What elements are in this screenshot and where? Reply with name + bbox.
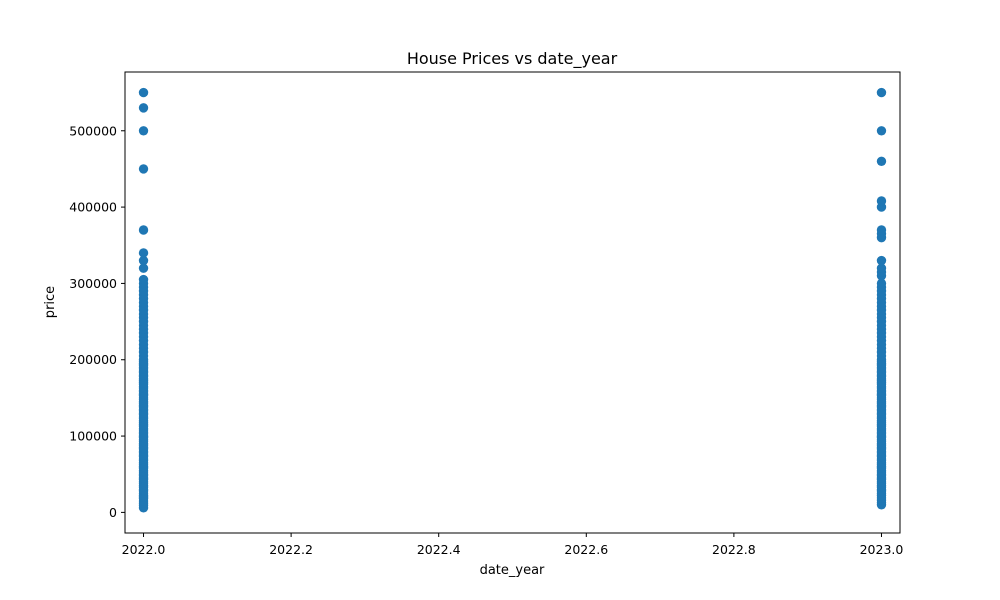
x-tick-label: 2022.0 bbox=[122, 542, 166, 557]
x-axis-ticks: 2022.0 2022.2 2022.4 2022.6 2022.8 2023.0 bbox=[122, 533, 904, 557]
y-axis-label: price bbox=[43, 286, 58, 318]
data-point bbox=[138, 255, 149, 266]
y-tick-label: 500000 bbox=[69, 123, 117, 138]
data-point bbox=[138, 225, 149, 235]
data-point bbox=[138, 248, 149, 258]
y-axis-ticks: 0 100000 200000 300000 400000 500000 bbox=[69, 123, 125, 520]
x-tick-label: 2022.6 bbox=[564, 542, 608, 557]
x-tick-label: 2022.8 bbox=[712, 542, 756, 557]
data-points bbox=[138, 87, 887, 513]
data-point bbox=[138, 103, 149, 113]
x-tick-label: 2023.0 bbox=[860, 542, 904, 557]
y-tick-label: 400000 bbox=[69, 200, 117, 215]
data-point bbox=[876, 156, 887, 166]
chart-title: House Prices vs date_year bbox=[407, 49, 618, 69]
data-point bbox=[876, 87, 887, 98]
y-tick-label: 100000 bbox=[69, 429, 117, 444]
y-tick-label: 200000 bbox=[69, 352, 117, 367]
data-point bbox=[876, 126, 887, 136]
plot-frame bbox=[124, 71, 901, 534]
data-point bbox=[138, 126, 149, 136]
data-point bbox=[138, 164, 149, 174]
data-point bbox=[876, 278, 887, 289]
data-point bbox=[138, 263, 149, 273]
x-axis-label: date_year bbox=[480, 563, 545, 578]
data-point bbox=[138, 87, 149, 98]
y-tick-label: 300000 bbox=[69, 276, 117, 291]
data-point bbox=[138, 274, 149, 285]
data-point bbox=[876, 225, 887, 235]
data-point bbox=[876, 263, 887, 273]
x-tick-label: 2022.2 bbox=[269, 542, 313, 557]
x-tick-label: 2022.4 bbox=[417, 542, 461, 557]
data-point bbox=[876, 196, 887, 206]
data-point bbox=[876, 255, 887, 266]
y-tick-label: 0 bbox=[109, 505, 117, 520]
